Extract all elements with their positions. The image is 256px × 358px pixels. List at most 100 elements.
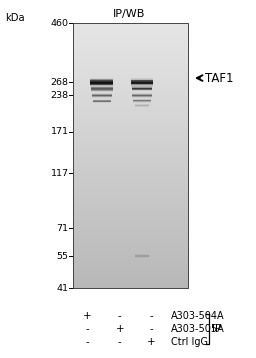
- FancyBboxPatch shape: [73, 35, 188, 37]
- FancyBboxPatch shape: [73, 104, 188, 105]
- FancyBboxPatch shape: [73, 182, 188, 184]
- FancyBboxPatch shape: [73, 194, 188, 195]
- FancyBboxPatch shape: [73, 266, 188, 267]
- FancyBboxPatch shape: [73, 263, 188, 264]
- FancyBboxPatch shape: [73, 233, 188, 234]
- FancyBboxPatch shape: [73, 242, 188, 243]
- FancyBboxPatch shape: [73, 267, 188, 268]
- FancyBboxPatch shape: [73, 250, 188, 251]
- FancyBboxPatch shape: [73, 132, 188, 133]
- FancyBboxPatch shape: [73, 206, 188, 207]
- FancyBboxPatch shape: [73, 124, 188, 125]
- FancyBboxPatch shape: [73, 128, 188, 129]
- FancyBboxPatch shape: [73, 235, 188, 237]
- FancyBboxPatch shape: [73, 227, 188, 228]
- FancyBboxPatch shape: [73, 135, 188, 136]
- FancyBboxPatch shape: [73, 87, 188, 88]
- Text: 268: 268: [51, 78, 69, 87]
- FancyBboxPatch shape: [73, 174, 188, 175]
- FancyBboxPatch shape: [131, 79, 154, 80]
- FancyBboxPatch shape: [73, 63, 188, 64]
- FancyBboxPatch shape: [73, 222, 188, 223]
- FancyBboxPatch shape: [73, 52, 188, 54]
- FancyBboxPatch shape: [73, 96, 188, 97]
- FancyBboxPatch shape: [73, 110, 188, 111]
- FancyBboxPatch shape: [73, 181, 188, 182]
- FancyBboxPatch shape: [73, 260, 188, 262]
- FancyBboxPatch shape: [73, 205, 188, 206]
- FancyBboxPatch shape: [90, 84, 113, 85]
- FancyBboxPatch shape: [73, 165, 188, 166]
- FancyBboxPatch shape: [73, 103, 188, 104]
- FancyBboxPatch shape: [73, 207, 188, 209]
- FancyBboxPatch shape: [73, 105, 188, 107]
- FancyBboxPatch shape: [73, 34, 188, 35]
- FancyBboxPatch shape: [73, 237, 188, 238]
- Text: 171: 171: [51, 127, 69, 136]
- FancyBboxPatch shape: [73, 231, 188, 233]
- FancyBboxPatch shape: [73, 156, 188, 157]
- FancyBboxPatch shape: [73, 79, 188, 80]
- Text: 41: 41: [57, 284, 69, 293]
- FancyBboxPatch shape: [73, 160, 188, 161]
- FancyBboxPatch shape: [73, 37, 188, 38]
- FancyBboxPatch shape: [131, 84, 154, 85]
- FancyBboxPatch shape: [90, 85, 113, 86]
- FancyBboxPatch shape: [73, 38, 188, 39]
- FancyBboxPatch shape: [73, 145, 188, 146]
- FancyBboxPatch shape: [73, 78, 188, 79]
- FancyBboxPatch shape: [73, 211, 188, 213]
- FancyBboxPatch shape: [131, 80, 154, 81]
- FancyBboxPatch shape: [73, 201, 188, 202]
- FancyBboxPatch shape: [73, 121, 188, 122]
- FancyBboxPatch shape: [73, 71, 188, 72]
- FancyBboxPatch shape: [73, 197, 188, 198]
- FancyBboxPatch shape: [73, 188, 188, 189]
- FancyBboxPatch shape: [73, 254, 188, 255]
- FancyBboxPatch shape: [73, 268, 188, 270]
- FancyBboxPatch shape: [73, 136, 188, 137]
- Text: -: -: [149, 311, 153, 321]
- FancyBboxPatch shape: [73, 157, 188, 158]
- FancyBboxPatch shape: [73, 224, 188, 226]
- FancyBboxPatch shape: [73, 75, 188, 76]
- Text: A303-504A: A303-504A: [171, 311, 225, 321]
- FancyBboxPatch shape: [90, 79, 113, 80]
- FancyBboxPatch shape: [73, 64, 188, 66]
- FancyBboxPatch shape: [73, 221, 188, 222]
- FancyBboxPatch shape: [73, 62, 188, 63]
- FancyBboxPatch shape: [73, 118, 188, 120]
- FancyBboxPatch shape: [73, 91, 188, 92]
- FancyBboxPatch shape: [73, 169, 188, 170]
- FancyBboxPatch shape: [73, 259, 188, 260]
- FancyBboxPatch shape: [73, 158, 188, 160]
- FancyBboxPatch shape: [73, 117, 188, 118]
- FancyBboxPatch shape: [73, 144, 188, 145]
- FancyBboxPatch shape: [73, 112, 188, 113]
- Text: IP: IP: [212, 324, 221, 334]
- FancyBboxPatch shape: [73, 141, 188, 142]
- FancyBboxPatch shape: [73, 140, 188, 141]
- FancyBboxPatch shape: [73, 184, 188, 185]
- FancyBboxPatch shape: [73, 149, 188, 150]
- FancyBboxPatch shape: [73, 133, 188, 135]
- FancyBboxPatch shape: [73, 217, 188, 218]
- FancyBboxPatch shape: [73, 258, 188, 259]
- FancyBboxPatch shape: [73, 284, 188, 286]
- FancyBboxPatch shape: [73, 195, 188, 197]
- FancyBboxPatch shape: [73, 80, 188, 82]
- FancyBboxPatch shape: [73, 111, 188, 112]
- FancyBboxPatch shape: [73, 272, 188, 274]
- Text: TAF1: TAF1: [205, 72, 233, 84]
- FancyBboxPatch shape: [73, 46, 188, 47]
- FancyBboxPatch shape: [73, 199, 188, 201]
- Text: -: -: [85, 337, 89, 347]
- FancyBboxPatch shape: [131, 81, 154, 82]
- FancyBboxPatch shape: [73, 47, 188, 48]
- FancyBboxPatch shape: [73, 256, 188, 258]
- FancyBboxPatch shape: [73, 163, 188, 164]
- FancyBboxPatch shape: [73, 248, 188, 250]
- FancyBboxPatch shape: [73, 44, 188, 46]
- FancyBboxPatch shape: [73, 170, 188, 171]
- FancyBboxPatch shape: [73, 190, 188, 192]
